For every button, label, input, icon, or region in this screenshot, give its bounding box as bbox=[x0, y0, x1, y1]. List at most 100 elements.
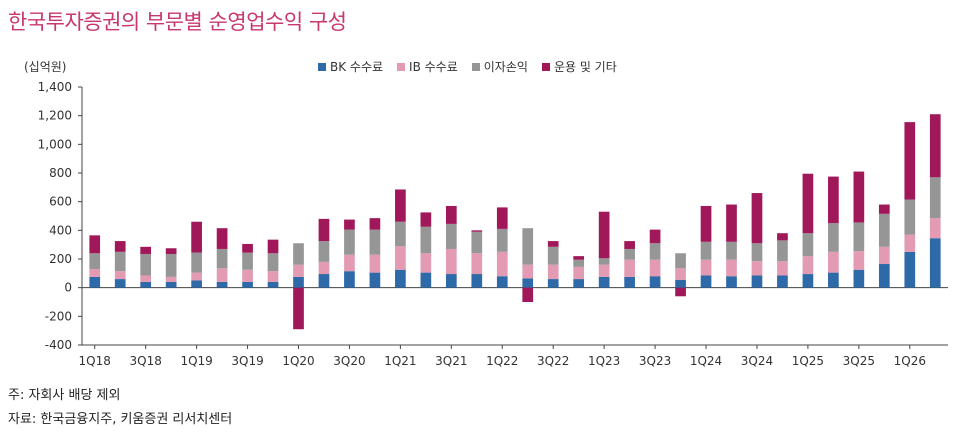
bar-segment-3 bbox=[89, 253, 101, 270]
bar-segment-2 bbox=[853, 251, 865, 270]
bar-segment-1 bbox=[573, 279, 585, 288]
bar-segment-3 bbox=[624, 248, 635, 260]
x-tick-label: 1Q22 bbox=[486, 354, 518, 368]
bar-segment-1 bbox=[344, 271, 355, 288]
legend-label-interest: 이자손익 bbox=[483, 60, 528, 74]
x-tick-label: 3Q19 bbox=[231, 354, 263, 368]
x-tick-label: 3Q22 bbox=[537, 354, 569, 368]
bar-segment-2 bbox=[700, 259, 712, 276]
legend-item-bk: BK 수수료 bbox=[318, 58, 383, 75]
bar-segment-2 bbox=[777, 261, 788, 276]
bar-segment-4 bbox=[395, 189, 406, 222]
bar-segment-1 bbox=[853, 269, 865, 288]
bar-segment-1 bbox=[89, 276, 101, 288]
x-tick-label: 1Q26 bbox=[894, 354, 926, 368]
bar-segment-4 bbox=[89, 235, 101, 254]
bar-segment-3 bbox=[293, 243, 304, 265]
bar-segment-2 bbox=[165, 276, 177, 282]
bar-segment-4 bbox=[828, 176, 839, 224]
chart-legend: BK 수수료 IB 수수료 이자손익 운용 및 기타 bbox=[318, 58, 617, 75]
bar-segment-2 bbox=[726, 259, 737, 277]
bar-segment-1 bbox=[624, 276, 635, 288]
bar-segment-4 bbox=[344, 219, 355, 230]
bar-segment-3 bbox=[547, 246, 559, 265]
x-tick-label: 3Q20 bbox=[333, 354, 365, 368]
bar-segment-3 bbox=[165, 253, 177, 277]
bar-segment-3 bbox=[420, 226, 432, 254]
bar-segment-1 bbox=[522, 278, 534, 288]
x-tick-label: 1Q24 bbox=[690, 354, 722, 368]
bar-segment-2 bbox=[267, 271, 279, 282]
legend-item-interest: 이자손익 bbox=[471, 58, 528, 75]
bar-segment-4 bbox=[547, 241, 559, 247]
source-note: 자료: 한국금융지주, 키움증권 리서치센터 bbox=[8, 412, 233, 427]
bar-segment-4 bbox=[445, 205, 457, 224]
bar-segment-1 bbox=[878, 264, 890, 288]
y-axis-unit-label: (십억원) bbox=[24, 60, 67, 74]
bar-segment-3 bbox=[675, 253, 686, 269]
x-tick-label: 3Q21 bbox=[435, 354, 467, 368]
legend-item-ib: IB 수수료 bbox=[397, 58, 458, 75]
y-tick-label: 1,000 bbox=[38, 137, 72, 151]
bar-segment-1 bbox=[802, 274, 814, 288]
bar-segment-3 bbox=[802, 233, 814, 257]
bar-segment-3 bbox=[828, 223, 839, 252]
x-tick-label: 3Q18 bbox=[129, 354, 161, 368]
y-tick-label: 800 bbox=[49, 166, 72, 180]
y-tick-label: 1,400 bbox=[38, 80, 72, 94]
x-tick-label: 3Q25 bbox=[843, 354, 875, 368]
x-tick-label: 1Q19 bbox=[180, 354, 212, 368]
bar-segment-1 bbox=[547, 279, 559, 288]
bar-segment-3 bbox=[395, 221, 406, 247]
bar-segment-1 bbox=[369, 272, 381, 288]
bar-segment-4 bbox=[114, 241, 126, 252]
bar-segment-4 bbox=[420, 212, 432, 227]
bar-segment-2 bbox=[318, 261, 330, 275]
bar-segment-3 bbox=[445, 223, 457, 249]
bar-segment-2 bbox=[216, 268, 228, 282]
bar-segment-3 bbox=[878, 213, 890, 247]
bar-segment-3 bbox=[318, 241, 330, 262]
bar-segment-2 bbox=[929, 218, 941, 239]
legend-swatch-interest bbox=[471, 62, 480, 71]
bar-segment-1 bbox=[165, 281, 177, 288]
bar-segment-2 bbox=[496, 251, 508, 277]
bar-segment-2 bbox=[191, 272, 202, 281]
bar-segment-3 bbox=[929, 177, 941, 219]
x-tick-label: 3Q24 bbox=[741, 354, 773, 368]
bar-segment-2 bbox=[598, 264, 610, 277]
bar-segment-2 bbox=[344, 254, 355, 272]
bar-segment-2 bbox=[140, 275, 152, 282]
bar-segment-4 bbox=[318, 218, 330, 242]
bar-segment-4 bbox=[878, 204, 890, 214]
bar-segment-4 bbox=[242, 243, 253, 253]
bar-segment-4 bbox=[471, 230, 483, 232]
bar-segment-1 bbox=[777, 275, 788, 288]
bar-segment-2 bbox=[573, 266, 585, 280]
bar-segment-3 bbox=[471, 231, 483, 254]
bar-segment-4 bbox=[751, 193, 763, 244]
bar-segment-1 bbox=[191, 280, 202, 288]
y-tick-label: 0 bbox=[64, 281, 72, 295]
bar-segment-4 bbox=[522, 287, 534, 302]
bar-segment-1 bbox=[395, 269, 406, 288]
bar-segment-2 bbox=[802, 256, 814, 275]
legend-swatch-bk bbox=[318, 62, 326, 71]
x-tick-label: 3Q23 bbox=[639, 354, 671, 368]
bar-segment-1 bbox=[445, 274, 457, 288]
bar-segment-3 bbox=[598, 258, 610, 265]
bar-segment-2 bbox=[649, 259, 661, 277]
bar-segment-2 bbox=[904, 234, 916, 252]
bar-segment-2 bbox=[114, 271, 126, 280]
y-tick-label: -200 bbox=[45, 309, 72, 323]
bar-segment-4 bbox=[369, 218, 381, 230]
legend-label-trading: 운용 및 기타 bbox=[553, 60, 617, 74]
bar-segment-2 bbox=[547, 264, 559, 280]
bar-segment-4 bbox=[293, 287, 304, 330]
bar-segment-1 bbox=[267, 281, 279, 288]
chart-title: 한국투자증권의 부문별 순영업수익 구성 bbox=[8, 10, 347, 34]
y-tick-label: 1,200 bbox=[38, 109, 72, 123]
bar-segment-2 bbox=[242, 269, 253, 282]
bar-segment-1 bbox=[420, 272, 432, 288]
